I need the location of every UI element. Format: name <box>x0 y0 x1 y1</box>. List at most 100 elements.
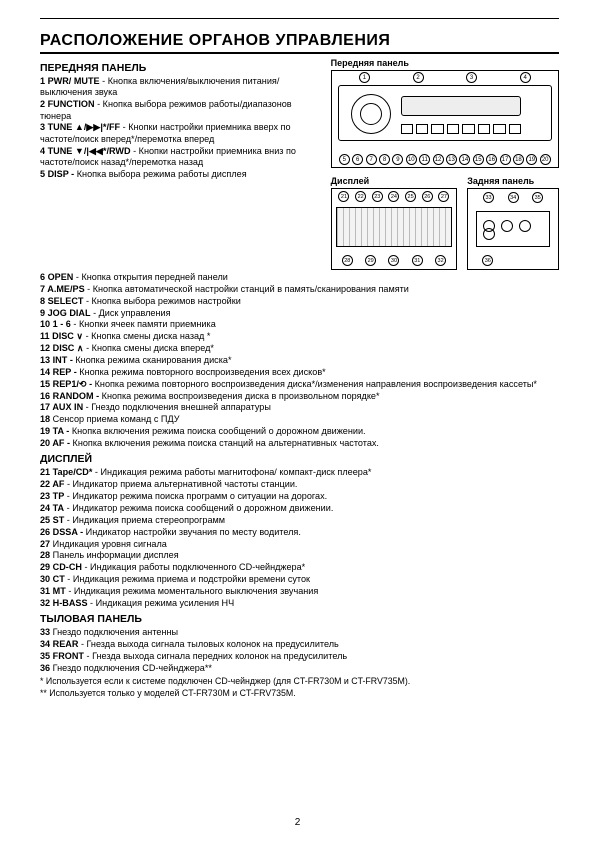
item-number: 14 <box>40 367 50 377</box>
list-item: 28 Панель информации дисплея <box>40 550 559 561</box>
item-desc: Индикатор настройки звучания по месту во… <box>83 527 301 537</box>
item-number: 13 <box>40 355 50 365</box>
item-number: 27 <box>40 539 50 549</box>
list-item: 11 DISC ∨ - Кнопка смены диска назад * <box>40 331 559 342</box>
item-label: REP1/⟲ - <box>50 379 92 389</box>
item-number: 20 <box>40 438 50 448</box>
callout-bubble: 13 <box>446 154 457 165</box>
callout-bubble: 12 <box>433 154 444 165</box>
item-desc: - Кнопки ячеек памяти приемника <box>71 319 216 329</box>
item-desc: - Гнездо подключения внешней аппаратуры <box>83 402 271 412</box>
left-column: ПЕРЕДНЯЯ ПАНЕЛЬ 1 PWR/ MUTE - Кнопка вкл… <box>40 58 321 270</box>
callout-bubble: 26 <box>422 191 433 202</box>
section-display-heading: ДИСПЛЕЙ <box>40 453 559 465</box>
item-label: A.ME/PS <box>45 284 85 294</box>
item-number: 29 <box>40 562 50 572</box>
item-desc: - Кнопка смены диска вперед* <box>84 343 214 353</box>
list-item: 6 OPEN - Кнопка открытия передней панели <box>40 272 559 283</box>
item-number: 33 <box>40 627 50 637</box>
item-label: TP <box>50 491 64 501</box>
list-item: 30 CT - Индикация режима приема и подстр… <box>40 574 559 585</box>
item-label: H-BASS <box>50 598 87 608</box>
callout-bubble: 9 <box>392 154 403 165</box>
item-desc: Кнопка режима сканирования диска* <box>73 355 232 365</box>
list-item: 31 MT - Индикация режима моментального в… <box>40 586 559 597</box>
list-item: 25 ST - Индикация приема стереопрограмм <box>40 515 559 526</box>
item-label: REAR <box>50 639 78 649</box>
callout-bubble: 20 <box>540 154 551 165</box>
callout-bubble: 8 <box>379 154 390 165</box>
callout-bubble: 10 <box>406 154 417 165</box>
item-label: Tape/CD* <box>50 467 92 477</box>
item-label: JOG DIAL <box>45 308 90 318</box>
callout-bubble: 18 <box>513 154 524 165</box>
item-desc: - Индикация приема стереопрограмм <box>64 515 225 525</box>
item-number: 19 <box>40 426 50 436</box>
callout-bubble: 33 <box>483 192 494 203</box>
item-number: 11 <box>40 331 50 341</box>
item-label: DISC ∧ <box>50 343 83 353</box>
callout-bubble: 29 <box>365 255 376 266</box>
item-label: RANDOM - <box>50 391 99 401</box>
list-item: 1 PWR/ MUTE - Кнопка включения/выключени… <box>40 76 321 99</box>
page-title: РАСПОЛОЖЕНИЕ ОРГАНОВ УПРАВЛЕНИЯ <box>40 32 559 54</box>
callout-bubble: 15 <box>473 154 484 165</box>
item-label: CT <box>50 574 65 584</box>
list-item: 16 RANDOM - Кнопка режима воспроизведени… <box>40 391 559 402</box>
list-item: 19 TA - Кнопка включения режима поиска с… <box>40 426 559 437</box>
callout-bubble: 1 <box>359 72 370 83</box>
callout-bubble: 21 <box>338 191 349 202</box>
list-item: 29 CD-CH - Индикация работы подключенног… <box>40 562 559 573</box>
item-number: 28 <box>40 550 50 560</box>
item-label: TA <box>50 503 64 513</box>
callout-bubble: 17 <box>500 154 511 165</box>
list-item: 4 TUNE ▼/|◀◀*/RWD - Кнопки настройки при… <box>40 146 321 169</box>
callout-bubble: 25 <box>405 191 416 202</box>
item-label: PWR/ MUTE <box>45 76 100 86</box>
callout-bubble: 24 <box>388 191 399 202</box>
callout-bubble: 7 <box>366 154 377 165</box>
item-desc: - Индикатор режима поиска сообщений о до… <box>64 503 333 513</box>
callout-bubble: 31 <box>412 255 423 266</box>
list-item: 17 AUX IN - Гнездо подключения внешней а… <box>40 402 559 413</box>
diagram-display: 21222324252627 2829303132 <box>331 188 458 270</box>
item-number: 32 <box>40 598 50 608</box>
item-desc: Кнопка режима воспроизведения диска в пр… <box>99 391 379 401</box>
item-desc: - Индикатор приема альтернативной частот… <box>64 479 297 489</box>
callout-bubble: 35 <box>532 192 543 203</box>
footnote-1: * Используется если к системе подключен … <box>40 676 559 687</box>
list-item: 3 TUNE ▲/▶▶|*/FF - Кнопки настройки прие… <box>40 122 321 145</box>
item-label: REP - <box>50 367 77 377</box>
item-number: 16 <box>40 391 50 401</box>
callout-bubble: 28 <box>342 255 353 266</box>
item-label: AUX IN <box>50 402 83 412</box>
item-desc: Гнездо подключения антенны <box>50 627 178 637</box>
callout-bubble: 32 <box>435 255 446 266</box>
item-desc: - Гнезда выхода сигнала тыловых колонок … <box>78 639 338 649</box>
item-label: AF <box>50 479 64 489</box>
item-desc: Сенсор приема команд с ПДУ <box>50 414 179 424</box>
callout-bubble: 22 <box>355 191 366 202</box>
item-desc: - Индикация работы подключенного CD-чейн… <box>82 562 305 572</box>
item-label: TUNE ▼/|◀◀*/RWD <box>45 146 131 156</box>
item-desc: Гнездо подключения CD-чейнджера** <box>50 663 212 673</box>
item-number: 25 <box>40 515 50 525</box>
item-desc: - Кнопка автоматической настройки станци… <box>85 284 409 294</box>
item-desc: - Гнезда выхода сигнала передних колонок… <box>84 651 347 661</box>
list-item: 23 TP - Индикатор режима поиска программ… <box>40 491 559 502</box>
item-number: 18 <box>40 414 50 424</box>
list-item: 27 Индикация уровня сигнала <box>40 539 559 550</box>
item-desc: - Диск управления <box>91 308 171 318</box>
callout-bubble: 23 <box>372 191 383 202</box>
callout-bubble: 4 <box>520 72 531 83</box>
list-item: 18 Сенсор приема команд с ПДУ <box>40 414 559 425</box>
callout-bubble: 36 <box>482 255 493 266</box>
list-item: 8 SELECT - Кнопка выбора режимов настрой… <box>40 296 559 307</box>
list-item: 35 FRONT - Гнезда выхода сигнала передни… <box>40 651 559 662</box>
item-number: 24 <box>40 503 50 513</box>
list-item: 20 AF - Кнопка включения режима поиска с… <box>40 438 559 449</box>
item-number: 17 <box>40 402 50 412</box>
callout-bubble: 14 <box>459 154 470 165</box>
callout-bubble: 6 <box>352 154 363 165</box>
item-label: FUNCTION <box>45 99 95 109</box>
